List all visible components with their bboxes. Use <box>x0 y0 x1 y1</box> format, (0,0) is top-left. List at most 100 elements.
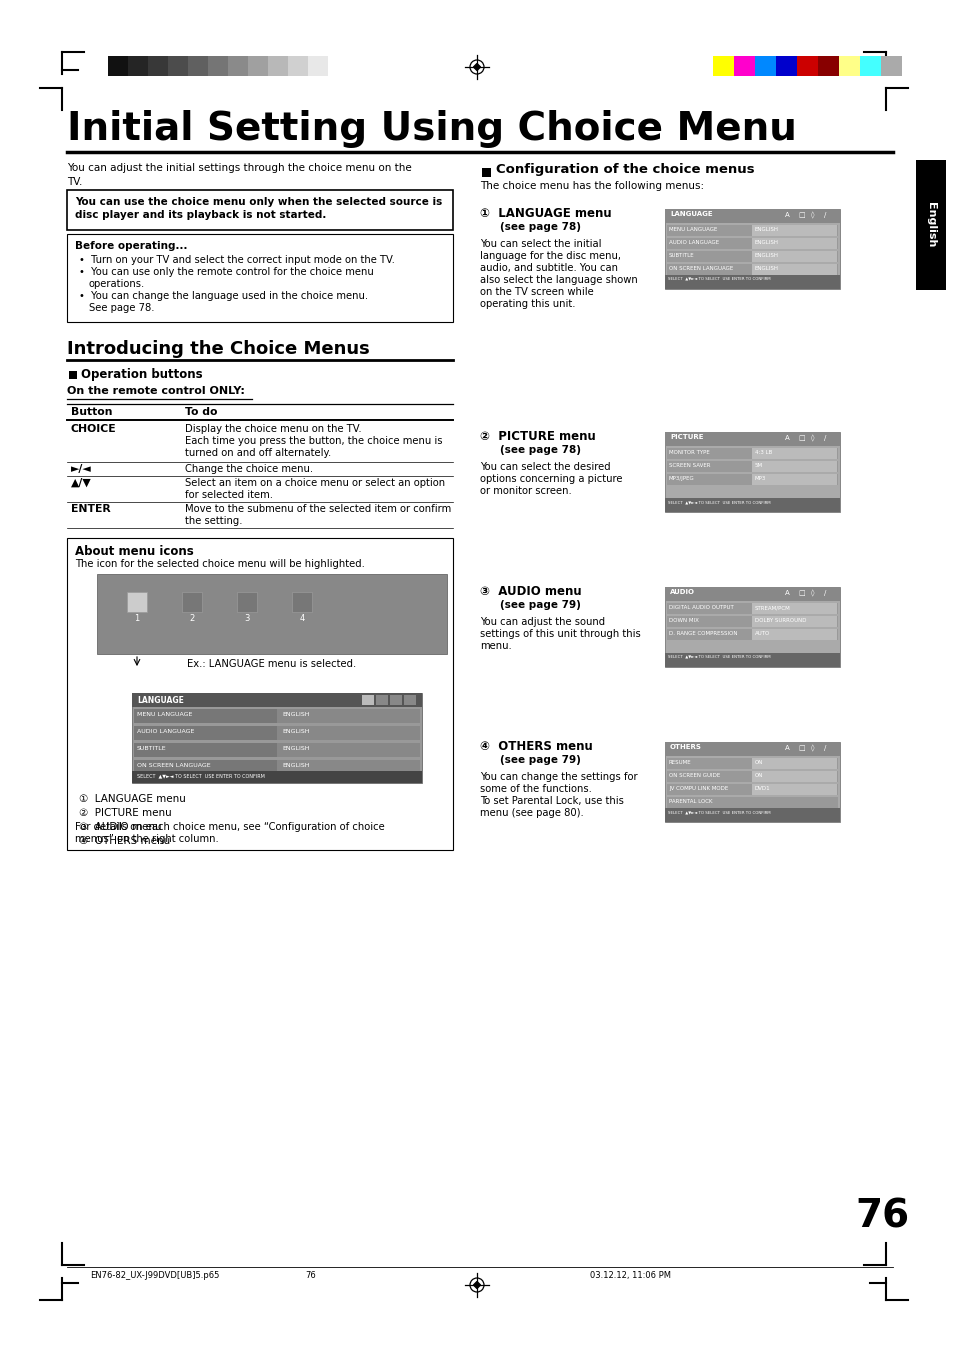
Text: (see page 79): (see page 79) <box>499 755 580 764</box>
Polygon shape <box>473 64 480 70</box>
Text: menu (see page 80).: menu (see page 80). <box>479 808 583 819</box>
Bar <box>751 771 836 782</box>
Text: the setting.: the setting. <box>185 515 242 526</box>
Text: SELECT  ▲▼►◄ TO SELECT  USE ENTER TO CONFIRM: SELECT ▲▼►◄ TO SELECT USE ENTER TO CONFI… <box>667 501 770 505</box>
Text: ON SCREEN GUIDE: ON SCREEN GUIDE <box>668 773 720 778</box>
Text: EN76-82_UX-J99DVD[UB]5.p65: EN76-82_UX-J99DVD[UB]5.p65 <box>90 1270 219 1280</box>
Text: ENGLISH: ENGLISH <box>282 746 309 751</box>
Text: AUDIO: AUDIO <box>669 589 695 595</box>
Text: Move to the submenu of the selected item or confirm: Move to the submenu of the selected item… <box>185 505 451 514</box>
Bar <box>664 275 840 290</box>
Bar <box>666 771 837 782</box>
Text: •  You can use only the remote control for the choice menu: • You can use only the remote control fo… <box>79 267 374 277</box>
Bar <box>133 709 419 723</box>
Text: 3: 3 <box>244 614 250 622</box>
Bar <box>664 208 840 223</box>
Bar <box>751 264 836 275</box>
Bar <box>838 55 859 76</box>
Bar <box>375 695 388 705</box>
Text: ③  AUDIO menu: ③ AUDIO menu <box>479 584 581 598</box>
Text: AUDIO LANGUAGE: AUDIO LANGUAGE <box>137 729 194 733</box>
Text: To set Parental Lock, use this: To set Parental Lock, use this <box>479 796 623 806</box>
Bar <box>664 587 840 601</box>
Bar <box>664 498 840 511</box>
Bar <box>69 371 77 379</box>
Text: TV.: TV. <box>67 177 82 187</box>
Bar <box>292 593 312 612</box>
Bar <box>403 695 416 705</box>
Bar <box>733 55 754 76</box>
Bar <box>751 616 836 626</box>
Bar <box>666 758 837 769</box>
Bar <box>276 727 419 740</box>
Bar <box>182 593 202 612</box>
Bar <box>751 474 836 484</box>
Bar <box>664 432 840 511</box>
Text: DOWN MIX: DOWN MIX <box>668 618 699 622</box>
Text: □: □ <box>797 212 803 218</box>
Bar <box>228 55 248 76</box>
Text: SELECT  ▲▼►◄ TO SELECT  USE ENTER TO CONFIRM: SELECT ▲▼►◄ TO SELECT USE ENTER TO CONFI… <box>667 655 770 659</box>
Text: ENGLISH: ENGLISH <box>754 267 779 271</box>
Text: audio, and subtitle. You can: audio, and subtitle. You can <box>479 262 618 273</box>
Bar <box>751 252 836 262</box>
Text: A: A <box>784 436 789 441</box>
Text: To do: To do <box>185 407 217 417</box>
Bar <box>915 160 945 290</box>
Bar <box>664 587 840 667</box>
Bar <box>67 538 453 850</box>
Text: DIGITAL AUDIO OUTPUT: DIGITAL AUDIO OUTPUT <box>668 605 733 610</box>
Text: SELECT  ▲▼►◄ TO SELECT  USE ENTER TO CONFIRM: SELECT ▲▼►◄ TO SELECT USE ENTER TO CONFI… <box>667 277 770 281</box>
Text: For details on each choice menu, see “Configuration of choice: For details on each choice menu, see “Co… <box>75 823 384 832</box>
Text: The choice menu has the following menus:: The choice menu has the following menus: <box>479 181 703 191</box>
Text: PARENTAL LOCK: PARENTAL LOCK <box>668 800 712 804</box>
Bar <box>288 55 308 76</box>
Text: menus” on the right column.: menus” on the right column. <box>75 833 218 844</box>
Bar <box>796 55 817 76</box>
Text: MP3/JPEG: MP3/JPEG <box>668 476 694 482</box>
Text: ENGLISH: ENGLISH <box>754 239 779 245</box>
Bar <box>67 234 453 322</box>
Bar <box>128 55 148 76</box>
Text: Initial Setting Using Choice Menu: Initial Setting Using Choice Menu <box>67 110 796 147</box>
Text: Introducing the Choice Menus: Introducing the Choice Menus <box>67 340 370 359</box>
Text: SCREEN SAVER: SCREEN SAVER <box>668 463 710 468</box>
Text: ENTER: ENTER <box>71 505 111 514</box>
Text: ②  PICTURE menu: ② PICTURE menu <box>479 430 595 442</box>
Text: MENU LANGUAGE: MENU LANGUAGE <box>137 712 193 717</box>
Text: 03.12.12, 11:06 PM: 03.12.12, 11:06 PM <box>589 1270 670 1280</box>
Text: You can change the settings for: You can change the settings for <box>479 773 637 782</box>
Bar <box>751 758 836 769</box>
Text: options concerning a picture: options concerning a picture <box>479 474 622 484</box>
Text: Select an item on a choice menu or select an option: Select an item on a choice menu or selec… <box>185 478 445 488</box>
Text: operations.: operations. <box>89 279 145 290</box>
Text: 5M: 5M <box>754 463 762 468</box>
Text: disc player and its playback is not started.: disc player and its playback is not star… <box>75 210 326 221</box>
Bar <box>168 55 188 76</box>
Text: •  You can change the language used in the choice menu.: • You can change the language used in th… <box>79 291 368 300</box>
Bar <box>880 55 901 76</box>
Bar <box>188 55 208 76</box>
Text: MENU LANGUAGE: MENU LANGUAGE <box>668 227 717 231</box>
Bar <box>664 432 840 446</box>
Text: ④  OTHERS menu: ④ OTHERS menu <box>479 740 592 754</box>
Bar <box>108 55 128 76</box>
Text: LANGUAGE: LANGUAGE <box>137 695 184 705</box>
Text: (see page 78): (see page 78) <box>499 445 580 455</box>
Bar <box>132 771 421 783</box>
Bar <box>666 448 837 459</box>
Bar <box>664 653 840 667</box>
Bar <box>361 695 374 705</box>
Text: ON: ON <box>754 760 762 764</box>
Text: MONITOR TYPE: MONITOR TYPE <box>668 451 709 455</box>
Text: /: / <box>823 590 825 597</box>
Text: You can select the desired: You can select the desired <box>479 461 610 472</box>
Text: ②  PICTURE menu: ② PICTURE menu <box>79 808 172 819</box>
Text: English: English <box>925 203 935 248</box>
Bar <box>133 727 419 740</box>
Bar <box>97 574 447 653</box>
Bar <box>775 55 796 76</box>
Bar <box>859 55 880 76</box>
Bar <box>390 695 401 705</box>
Bar <box>751 461 836 472</box>
